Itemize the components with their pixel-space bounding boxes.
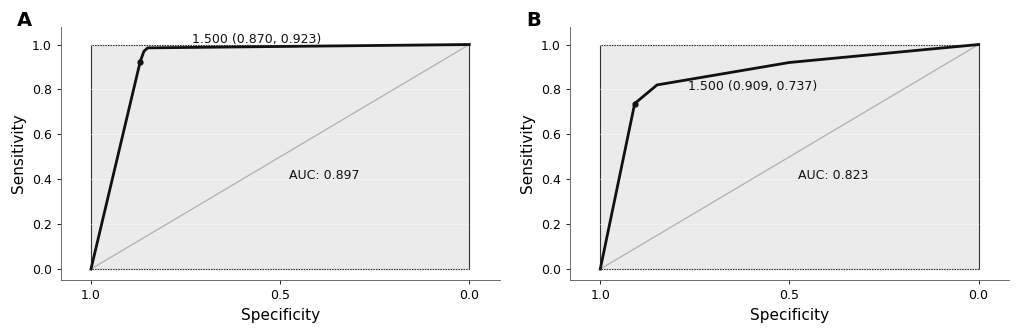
Text: B: B bbox=[526, 11, 540, 30]
Bar bbox=[599, 44, 977, 269]
Text: 1.500 (0.870, 0.923): 1.500 (0.870, 0.923) bbox=[193, 33, 321, 45]
Y-axis label: Sensitivity: Sensitivity bbox=[520, 114, 535, 193]
Y-axis label: Sensitivity: Sensitivity bbox=[11, 114, 26, 193]
X-axis label: Specificity: Specificity bbox=[749, 308, 828, 323]
Text: AUC: 0.897: AUC: 0.897 bbox=[288, 169, 359, 182]
X-axis label: Specificity: Specificity bbox=[240, 308, 319, 323]
Bar bbox=[91, 44, 469, 269]
Text: AUC: 0.823: AUC: 0.823 bbox=[798, 169, 868, 182]
Text: A: A bbox=[16, 11, 32, 30]
Text: 1.500 (0.909, 0.737): 1.500 (0.909, 0.737) bbox=[688, 79, 817, 93]
